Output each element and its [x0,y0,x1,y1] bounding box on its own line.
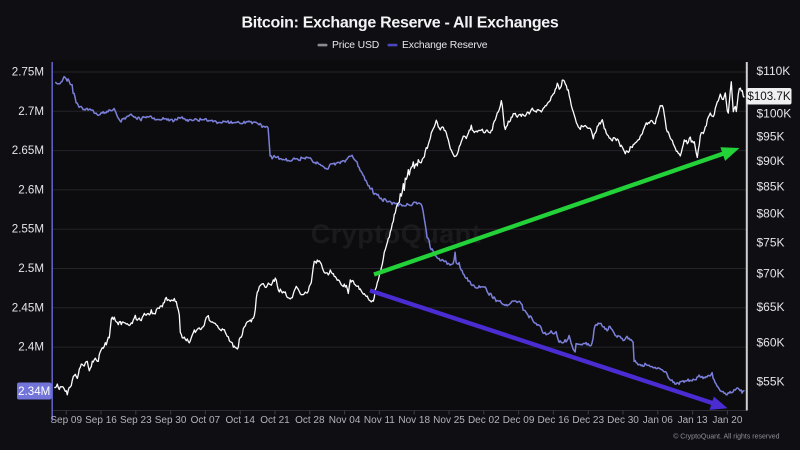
svg-text:$100K: $100K [757,107,792,121]
svg-text:2.45M: 2.45M [12,301,44,314]
svg-text:© CryptoQuant. All rights rese: © CryptoQuant. All rights reserved [673,433,779,441]
svg-text:2.4M: 2.4M [18,341,44,354]
svg-text:Oct 14: Oct 14 [225,415,255,426]
svg-text:Dec 02: Dec 02 [468,415,500,426]
svg-text:$55K: $55K [757,375,785,389]
svg-text:Jan 20: Jan 20 [712,415,742,426]
svg-text:Jan 13: Jan 13 [678,415,708,426]
svg-text:2.6M: 2.6M [18,183,44,196]
svg-text:$85K: $85K [757,180,785,194]
svg-text:2.75M: 2.75M [12,66,44,79]
svg-text:$95K: $95K [757,130,785,144]
svg-text:Sep 09: Sep 09 [50,415,82,426]
svg-text:Oct 28: Oct 28 [295,415,325,426]
svg-text:Nov 25: Nov 25 [433,415,465,426]
svg-text:2.34M: 2.34M [18,385,50,398]
svg-text:$90K: $90K [757,154,785,168]
svg-text:Nov 11: Nov 11 [364,415,395,426]
svg-text:$75K: $75K [757,236,785,250]
svg-text:$70K: $70K [757,267,785,281]
svg-text:Nov 18: Nov 18 [398,415,430,426]
svg-text:Sep 23: Sep 23 [120,415,152,426]
svg-text:$110K: $110K [757,64,791,78]
svg-text:Dec 09: Dec 09 [503,415,535,426]
svg-text:Dec 30: Dec 30 [607,415,639,426]
svg-text:Oct 21: Oct 21 [260,415,290,426]
svg-text:Sep 30: Sep 30 [155,415,187,426]
svg-text:$80K: $80K [757,207,785,221]
svg-text:Exchange Reserve: Exchange Reserve [402,40,488,51]
svg-text:Sep 16: Sep 16 [85,415,117,426]
svg-text:$103.7K: $103.7K [747,90,790,103]
svg-text:Bitcoin: Exchange Reserve - Al: Bitcoin: Exchange Reserve - All Exchange… [242,15,559,32]
svg-text:Oct 07: Oct 07 [191,415,221,426]
svg-text:Jan 06: Jan 06 [643,415,673,426]
svg-text:2.5M: 2.5M [18,262,44,275]
svg-text:Dec 23: Dec 23 [572,415,604,426]
svg-text:2.55M: 2.55M [12,223,44,236]
svg-text:2.7M: 2.7M [18,105,44,118]
svg-text:2.65M: 2.65M [12,144,44,157]
svg-text:CryptoQuant: CryptoQuant [311,219,482,249]
svg-text:$65K: $65K [757,300,785,314]
svg-text:$60K: $60K [757,336,785,350]
svg-text:Price USD: Price USD [332,40,379,51]
svg-text:Nov 04: Nov 04 [329,415,361,426]
svg-text:Dec 16: Dec 16 [538,415,570,426]
